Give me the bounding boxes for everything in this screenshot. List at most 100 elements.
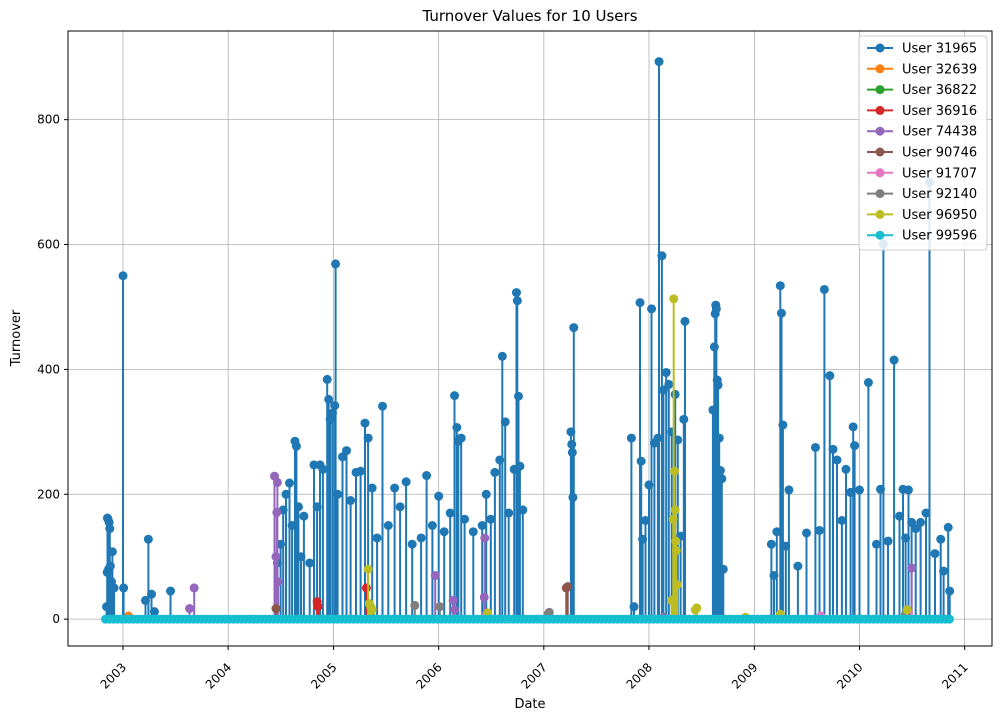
legend-label: User 31965 bbox=[902, 42, 977, 57]
data-point bbox=[271, 604, 281, 614]
data-point bbox=[305, 558, 315, 568]
data-point bbox=[422, 471, 432, 481]
legend-label: User 91707 bbox=[902, 166, 977, 181]
data-point bbox=[895, 511, 905, 521]
legend-marker bbox=[875, 168, 885, 178]
legend-label: User 90746 bbox=[902, 146, 977, 161]
data-point bbox=[119, 583, 129, 593]
data-point bbox=[944, 614, 954, 624]
data-point bbox=[383, 520, 393, 530]
data-point bbox=[626, 433, 636, 443]
data-point bbox=[189, 583, 199, 593]
data-point bbox=[439, 527, 449, 537]
data-point bbox=[435, 602, 445, 612]
data-point bbox=[930, 549, 940, 559]
data-point bbox=[511, 288, 521, 298]
data-point bbox=[902, 605, 912, 615]
data-point bbox=[567, 439, 577, 449]
data-point bbox=[714, 433, 724, 443]
data-point bbox=[327, 408, 337, 418]
data-point bbox=[911, 524, 921, 534]
data-point bbox=[481, 489, 491, 499]
data-point bbox=[324, 394, 334, 404]
data-point bbox=[479, 592, 489, 602]
data-point bbox=[670, 505, 680, 515]
legend-label: User 92140 bbox=[902, 187, 977, 202]
data-point bbox=[460, 514, 470, 524]
data-point bbox=[814, 525, 824, 535]
data-point bbox=[766, 539, 776, 549]
data-point bbox=[903, 485, 913, 495]
data-point bbox=[832, 455, 842, 465]
y-tick-label: 800 bbox=[37, 113, 60, 127]
data-point bbox=[717, 474, 727, 484]
legend-label: User 32639 bbox=[902, 62, 977, 77]
data-point bbox=[708, 405, 718, 415]
data-point bbox=[293, 502, 303, 512]
data-point bbox=[939, 566, 949, 576]
data-point bbox=[837, 516, 847, 526]
data-point bbox=[644, 480, 654, 490]
data-point bbox=[512, 296, 522, 306]
data-point bbox=[390, 483, 400, 493]
data-point bbox=[140, 595, 150, 605]
legend-label: User 96950 bbox=[902, 208, 977, 223]
data-point bbox=[567, 447, 577, 457]
data-point bbox=[872, 539, 881, 549]
data-point bbox=[769, 570, 779, 580]
data-point bbox=[448, 595, 458, 605]
legend-marker bbox=[875, 105, 885, 115]
data-point bbox=[102, 602, 112, 612]
data-point bbox=[784, 485, 794, 495]
legend-marker bbox=[875, 189, 885, 199]
data-point bbox=[378, 401, 388, 411]
data-point bbox=[105, 561, 115, 571]
data-point bbox=[456, 433, 466, 443]
data-point bbox=[668, 514, 678, 524]
data-point bbox=[322, 374, 332, 384]
legend-marker bbox=[875, 43, 885, 53]
data-point bbox=[333, 489, 343, 499]
data-point bbox=[363, 564, 373, 574]
data-point bbox=[143, 534, 153, 544]
data-point bbox=[671, 545, 681, 555]
data-point bbox=[889, 355, 899, 365]
data-point bbox=[629, 602, 639, 612]
y-tick-label: 200 bbox=[37, 487, 60, 501]
data-point bbox=[802, 528, 812, 538]
data-point bbox=[416, 533, 426, 543]
data-point bbox=[680, 316, 690, 326]
series-user-99596 bbox=[100, 614, 954, 624]
data-point bbox=[566, 427, 576, 437]
data-point bbox=[828, 444, 838, 454]
data-point bbox=[513, 391, 523, 401]
y-tick-label: 0 bbox=[52, 612, 60, 626]
legend-label: User 36916 bbox=[902, 104, 977, 119]
legend-marker bbox=[875, 64, 885, 74]
data-point bbox=[490, 467, 500, 477]
data-point bbox=[667, 427, 677, 437]
data-point bbox=[291, 441, 301, 451]
data-point bbox=[672, 580, 682, 590]
data-point bbox=[118, 271, 128, 281]
data-point bbox=[664, 379, 674, 389]
data-point bbox=[568, 492, 578, 502]
data-point bbox=[296, 552, 306, 562]
data-point bbox=[841, 464, 851, 474]
data-point bbox=[367, 483, 377, 493]
data-point bbox=[654, 57, 664, 67]
legend-marker bbox=[875, 126, 885, 136]
legend-label: User 74438 bbox=[902, 125, 977, 140]
data-point bbox=[312, 502, 322, 512]
data-point bbox=[907, 563, 917, 573]
data-point bbox=[679, 414, 689, 424]
data-point bbox=[107, 547, 117, 557]
data-point bbox=[410, 600, 420, 610]
data-point bbox=[544, 607, 554, 617]
data-point bbox=[667, 595, 677, 605]
data-point bbox=[330, 401, 340, 411]
data-point bbox=[647, 304, 657, 314]
data-point bbox=[718, 564, 728, 574]
data-point bbox=[945, 586, 955, 596]
